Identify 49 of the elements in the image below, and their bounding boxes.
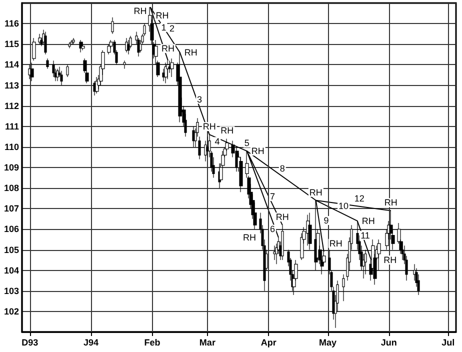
annotation: RH: [276, 212, 289, 222]
annotation: RH: [309, 187, 322, 198]
annotation: 12: [354, 193, 364, 204]
y-tick-label: 105: [4, 244, 19, 255]
annotation: RH: [384, 255, 397, 266]
annotation: 5: [244, 138, 250, 148]
x-tick-label: Feb: [144, 338, 161, 348]
x-tick-label: J94: [84, 338, 99, 348]
y-tick-label: 107: [4, 204, 19, 214]
annotation: RH: [202, 122, 216, 132]
y-tick-label: 114: [4, 60, 19, 70]
annotation: RH: [329, 238, 342, 248]
y-tick-label: 111: [4, 121, 19, 132]
x-tick-label: D93: [22, 338, 38, 348]
y-tick-label: 102: [4, 306, 19, 316]
annotation: 8: [280, 163, 285, 174]
y-tick-label: 103: [4, 286, 19, 296]
x-tick-label: Jun: [380, 338, 397, 348]
annotation: RH: [220, 126, 234, 136]
y-tick-label: 109: [4, 162, 19, 172]
annotation: RH: [156, 10, 169, 21]
y-tick-label: 112: [4, 100, 19, 111]
annotation: RH: [134, 6, 147, 16]
annotation: 1: [161, 22, 166, 32]
annotation: 10: [338, 201, 349, 212]
annotation: RH: [362, 216, 375, 226]
annotation: 6: [270, 224, 276, 234]
y-tick-label: 115: [4, 39, 19, 50]
y-tick-label: 110: [4, 142, 19, 152]
annotation: 11: [360, 230, 370, 240]
annotation: 3: [197, 94, 202, 104]
annotation: RH: [161, 44, 174, 54]
annotation: 9: [324, 216, 329, 226]
x-tick-label: May: [319, 338, 337, 348]
y-tick-label: 108: [4, 183, 19, 194]
annotation: 7: [270, 192, 276, 202]
annotation: 4: [214, 136, 220, 147]
annotation: RH: [242, 232, 256, 242]
x-tick-label: Apr: [260, 338, 277, 348]
y-tick-label: 106: [4, 224, 19, 234]
annotation: 2: [170, 23, 175, 34]
y-tick-label: 113: [4, 80, 19, 90]
y-tick-label: 104: [4, 265, 19, 276]
x-tick-label: Jul: [442, 338, 455, 348]
annotation: RH: [251, 146, 264, 156]
x-tick-label: Mar: [199, 338, 216, 348]
y-tick-label: 116: [4, 18, 19, 29]
annotation: RH: [384, 198, 398, 208]
annotation: RH: [184, 47, 198, 58]
